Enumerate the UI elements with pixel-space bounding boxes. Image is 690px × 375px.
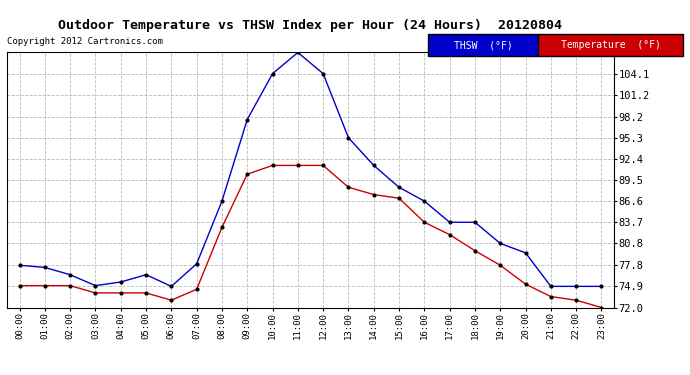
Text: THSW  (°F): THSW (°F) [453,40,513,50]
Text: Outdoor Temperature vs THSW Index per Hour (24 Hours)  20120804: Outdoor Temperature vs THSW Index per Ho… [59,19,562,32]
Text: Copyright 2012 Cartronics.com: Copyright 2012 Cartronics.com [7,38,163,46]
Text: Temperature  (°F): Temperature (°F) [561,40,660,50]
